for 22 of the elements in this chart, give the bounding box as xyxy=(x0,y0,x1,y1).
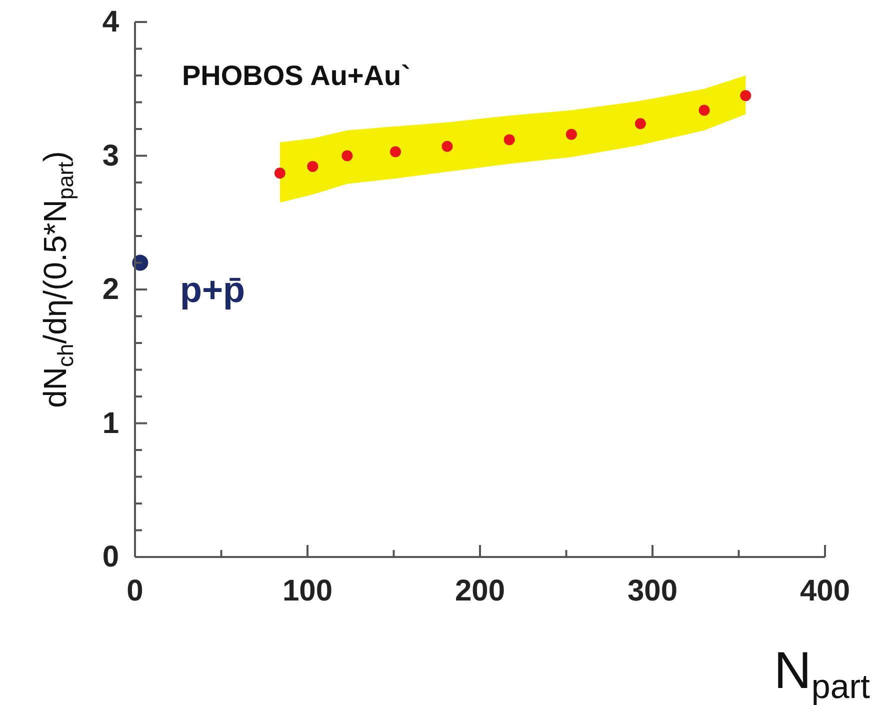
point xyxy=(634,118,646,130)
y-tick-label: 2 xyxy=(102,273,119,306)
annotation: p+p̄ xyxy=(180,269,246,310)
x-tick-label: 200 xyxy=(454,574,506,608)
point xyxy=(274,168,286,179)
point xyxy=(390,146,401,158)
y-tick-label: 3 xyxy=(102,139,119,172)
x-tick-label: 300 xyxy=(627,574,678,608)
y-tick-label: 4 xyxy=(102,6,120,39)
point xyxy=(342,150,353,162)
point xyxy=(504,134,515,146)
x-tick-label: 400 xyxy=(800,574,850,608)
x-tick-label: 0 xyxy=(126,574,144,608)
point xyxy=(307,160,318,172)
point xyxy=(442,140,453,152)
point xyxy=(698,104,710,116)
point xyxy=(566,128,577,140)
y-tick-label: 0 xyxy=(102,540,119,574)
point xyxy=(740,90,752,102)
x-tick-label: 100 xyxy=(282,574,333,608)
text: PHOBOS Au+Au` xyxy=(182,60,410,91)
y-tick-label: 1 xyxy=(102,406,119,440)
